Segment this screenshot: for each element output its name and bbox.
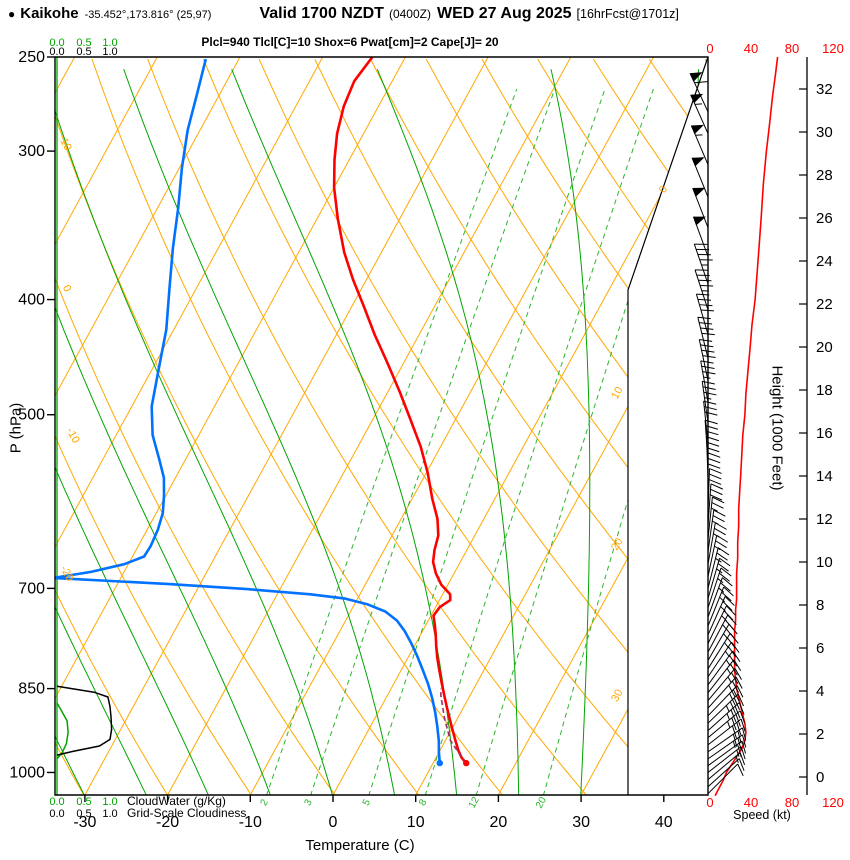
pressure-axis-label: P (hPa) — [7, 402, 25, 454]
svg-text:40: 40 — [744, 795, 758, 810]
sounding-profiles — [55, 57, 470, 795]
station-coords: -35.452°,173.816° (25,97) — [84, 9, 212, 21]
svg-text:1000: 1000 — [9, 764, 45, 781]
svg-text:0: 0 — [706, 41, 713, 56]
svg-text:300: 300 — [18, 143, 45, 160]
surface-temp-dot — [463, 759, 470, 767]
svg-text:0.5: 0.5 — [76, 46, 91, 58]
cloudwater-axis-label: CloudWater (g/Kg) — [127, 794, 226, 808]
svg-text:3: 3 — [302, 797, 315, 808]
valid-date: WED 27 Aug 2025 — [436, 5, 572, 22]
temperature-axis-label: Temperature (C) — [305, 837, 415, 854]
svg-text:0: 0 — [816, 769, 824, 786]
speed-axis-label: Speed (kt) — [733, 808, 791, 822]
svg-text:40: 40 — [744, 41, 758, 56]
svg-text:10: 10 — [816, 554, 833, 571]
svg-text:30: 30 — [609, 687, 625, 704]
svg-text:850: 850 — [18, 681, 45, 698]
svg-text:30: 30 — [572, 814, 590, 831]
svg-text:8: 8 — [816, 597, 824, 614]
svg-text:1.0: 1.0 — [102, 796, 117, 808]
svg-text:0: 0 — [329, 814, 338, 831]
svg-text:6: 6 — [816, 640, 824, 657]
svg-text:12: 12 — [816, 511, 833, 528]
svg-text:250: 250 — [18, 49, 45, 66]
svg-text:1.0: 1.0 — [102, 37, 117, 49]
valid-zulu: (0400Z) — [388, 7, 431, 21]
svg-text:30: 30 — [816, 124, 833, 141]
svg-text:20: 20 — [816, 339, 833, 356]
wind-speed-profile — [714, 56, 779, 797]
height-axis-label: Height (1000 Feet) — [768, 365, 786, 491]
svg-text:20: 20 — [534, 795, 549, 810]
svg-text:8: 8 — [417, 797, 430, 808]
svg-text:12: 12 — [467, 795, 482, 810]
svg-text:0.0: 0.0 — [49, 808, 64, 820]
svg-text:22: 22 — [816, 296, 833, 313]
svg-text:1.0: 1.0 — [102, 808, 117, 820]
svg-text:500: 500 — [18, 407, 45, 424]
svg-text:80: 80 — [785, 41, 799, 56]
svg-text:10: 10 — [57, 136, 73, 152]
svg-text:-30: -30 — [73, 814, 96, 831]
cloudiness-axis-label: Grid-Scale Cloudiness — [127, 806, 247, 820]
sounding-parameters: Plcl=940 Tlcl[C]=10 Shox=6 Pwat[cm]=2 Ca… — [201, 35, 499, 49]
svg-text:5: 5 — [361, 797, 374, 808]
svg-text:400: 400 — [18, 292, 45, 309]
svg-text:-20: -20 — [156, 814, 179, 831]
svg-text:18: 18 — [816, 382, 833, 399]
svg-text:-10: -10 — [239, 814, 262, 831]
svg-text:10: 10 — [609, 385, 625, 402]
svg-text:0.5: 0.5 — [76, 37, 91, 49]
cloudiness-profile — [56, 685, 113, 756]
forecast-tag: [16hrFcst@1701z] — [576, 7, 679, 21]
temperature-profile — [332, 57, 468, 764]
dewpoint-profile — [55, 58, 442, 764]
background-grid — [55, 57, 708, 795]
svg-text:0: 0 — [657, 184, 670, 195]
cloudwater-profile — [56, 702, 69, 760]
svg-text:20: 20 — [490, 814, 508, 831]
svg-text:0.5: 0.5 — [76, 796, 91, 808]
svg-text:2: 2 — [258, 797, 271, 808]
svg-text:0: 0 — [60, 283, 73, 294]
svg-text:1.0: 1.0 — [102, 46, 117, 58]
svg-text:26: 26 — [816, 210, 833, 227]
svg-text:32: 32 — [816, 81, 833, 98]
surface-dew-dot — [436, 759, 443, 767]
valid-time: Valid 1700 NZDT — [259, 5, 384, 22]
svg-text:16: 16 — [816, 425, 833, 442]
svg-text:40: 40 — [655, 814, 673, 831]
svg-text:-10: -10 — [64, 426, 82, 446]
svg-text:10: 10 — [407, 814, 425, 831]
svg-text:28: 28 — [816, 167, 833, 184]
svg-text:120: 120 — [822, 795, 844, 810]
svg-text:0.5: 0.5 — [76, 808, 91, 820]
svg-text:80: 80 — [785, 795, 799, 810]
svg-text:20: 20 — [609, 536, 625, 553]
svg-text:4: 4 — [816, 683, 824, 700]
svg-text:700: 700 — [18, 580, 45, 597]
svg-text:120: 120 — [822, 41, 844, 56]
svg-text:-20: -20 — [58, 564, 76, 584]
svg-text:14: 14 — [816, 468, 833, 485]
station-bullet-icon: ● — [8, 7, 16, 21]
svg-text:24: 24 — [816, 253, 833, 270]
wind-barbs — [689, 72, 747, 795]
station-name: Kaikohe — [20, 5, 79, 22]
svg-text:0.0: 0.0 — [49, 46, 64, 58]
svg-text:0.0: 0.0 — [49, 37, 64, 49]
title-row: ● Kaikohe -35.452°,173.816° (25,97) Vali… — [8, 5, 679, 23]
svg-text:2: 2 — [816, 726, 824, 743]
svg-text:0: 0 — [706, 795, 713, 810]
svg-text:0.0: 0.0 — [49, 796, 64, 808]
